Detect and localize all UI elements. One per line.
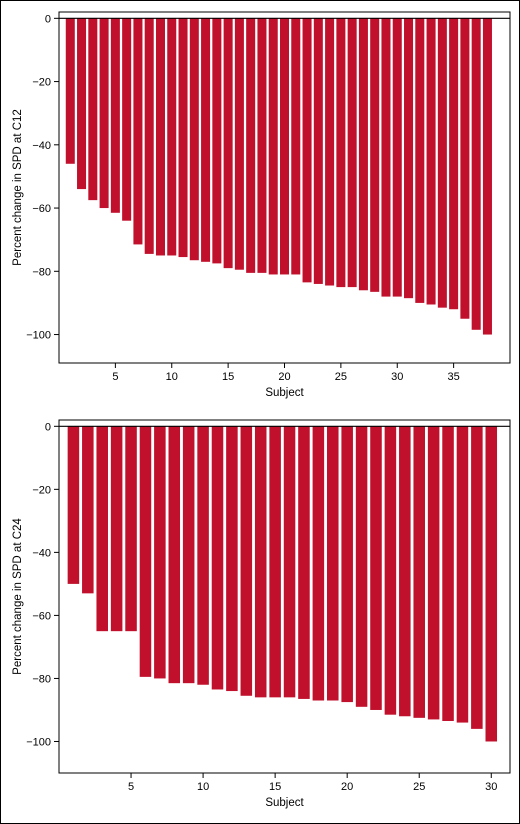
bar-subject-6 (139, 426, 152, 677)
bar-subject-7 (154, 426, 166, 679)
y-tick-label: −40 (32, 140, 51, 152)
bar-subject-10 (197, 426, 209, 685)
y-tick-label: −60 (32, 203, 51, 215)
bar-subject-27 (358, 18, 368, 291)
bar-subject-29 (471, 426, 483, 729)
bar-subject-10 (167, 18, 177, 256)
bar-subject-25 (336, 18, 346, 288)
y-axis-title: Percent change in SPD at C12 (12, 109, 24, 266)
x-axis-title: Subject (265, 387, 304, 399)
bar-subject-21 (291, 18, 301, 275)
y-tick-label: −60 (32, 610, 51, 622)
bar-subject-11 (211, 426, 224, 690)
bar-subject-22 (370, 426, 382, 710)
bar-subject-19 (268, 18, 278, 275)
bar-subject-9 (155, 18, 165, 256)
bar-subject-26 (427, 426, 440, 720)
bar-subject-24 (399, 426, 411, 717)
bar-subject-2 (77, 18, 87, 190)
x-tick-label: 25 (413, 781, 425, 793)
bar-subject-24 (325, 18, 335, 286)
bar-subject-3 (96, 426, 108, 632)
bar-subject-26 (347, 18, 357, 288)
y-tick-label: −80 (32, 266, 51, 278)
bar-subject-23 (313, 18, 323, 284)
bar-subject-7 (133, 18, 143, 245)
bar-subject-31 (404, 18, 414, 299)
bar-subject-4 (99, 18, 109, 209)
x-tick-label: 20 (341, 781, 353, 793)
bar-subject-16 (234, 18, 244, 270)
bar-subject-37 (471, 18, 481, 330)
bar-subject-5 (125, 426, 137, 632)
bar-subject-23 (384, 426, 397, 715)
bar-subject-14 (254, 426, 267, 698)
bar-subject-12 (189, 18, 199, 261)
x-tick-label: 10 (166, 371, 178, 383)
bar-subject-36 (460, 18, 470, 319)
plot-frame (58, 419, 511, 774)
bar-subject-8 (168, 426, 181, 684)
bar-subject-29 (381, 18, 391, 297)
bar-subject-12 (226, 426, 238, 692)
bar-subject-27 (442, 426, 454, 721)
x-tick-label: 15 (269, 781, 281, 793)
bar-subject-9 (182, 426, 195, 684)
y-tick-label: −20 (32, 484, 51, 496)
bar-subject-13 (201, 18, 211, 262)
bar-subject-20 (341, 426, 353, 703)
y-tick-label: −20 (32, 77, 51, 89)
bar-subject-18 (257, 18, 267, 273)
bar-subject-20 (279, 18, 290, 275)
bar-subject-34 (437, 18, 447, 308)
bar-subject-11 (178, 18, 188, 258)
bar-subject-18 (312, 426, 325, 701)
bar-subject-16 (283, 426, 296, 698)
bar-subject-6 (122, 18, 132, 221)
bar-subject-2 (82, 426, 94, 594)
x-tick-label: 25 (335, 371, 347, 383)
x-tick-label: 15 (222, 371, 234, 383)
x-tick-label: 5 (112, 371, 118, 383)
bar-subject-30 (485, 426, 498, 742)
bar-subject-17 (246, 18, 256, 273)
bar-subject-28 (370, 18, 380, 292)
x-tick-label: 5 (128, 781, 134, 793)
bar-subject-1 (67, 426, 80, 584)
y-tick-label: −80 (32, 673, 51, 685)
bar-subject-21 (355, 426, 368, 707)
bar-subject-13 (240, 426, 253, 696)
y-axis-title: Percent change in SPD at C24 (12, 518, 24, 675)
bar-subject-25 (413, 426, 425, 718)
bar-subject-5 (110, 18, 120, 213)
y-tick-label: 0 (45, 421, 51, 433)
bar-subject-33 (426, 18, 436, 305)
y-tick-label: −100 (26, 330, 51, 342)
bar-subject-38 (482, 18, 492, 335)
bar-subject-15 (269, 426, 281, 698)
bar-subject-19 (327, 426, 339, 701)
y-tick-label: 0 (45, 13, 51, 25)
bar-subject-22 (302, 18, 312, 283)
x-tick-label: 10 (197, 781, 209, 793)
x-tick-label: 35 (448, 371, 460, 383)
bar-subject-8 (144, 18, 154, 254)
bar-subject-15 (223, 18, 233, 269)
x-tick-label: 30 (391, 371, 403, 383)
bar-subject-14 (212, 18, 222, 264)
bar-subject-35 (449, 18, 459, 310)
x-tick-label: 20 (278, 371, 290, 383)
bar-subject-17 (298, 426, 310, 699)
bar-subject-32 (415, 18, 425, 303)
bar-subject-3 (88, 18, 98, 201)
y-tick-label: −40 (32, 547, 51, 559)
bar-subject-4 (110, 426, 123, 632)
bar-subject-28 (456, 426, 469, 723)
y-tick-label: −100 (26, 736, 51, 748)
x-tick-label: 30 (485, 781, 497, 793)
bar-subject-1 (65, 18, 75, 164)
bar-subject-30 (392, 18, 402, 297)
x-axis-title: Subject (265, 797, 304, 809)
